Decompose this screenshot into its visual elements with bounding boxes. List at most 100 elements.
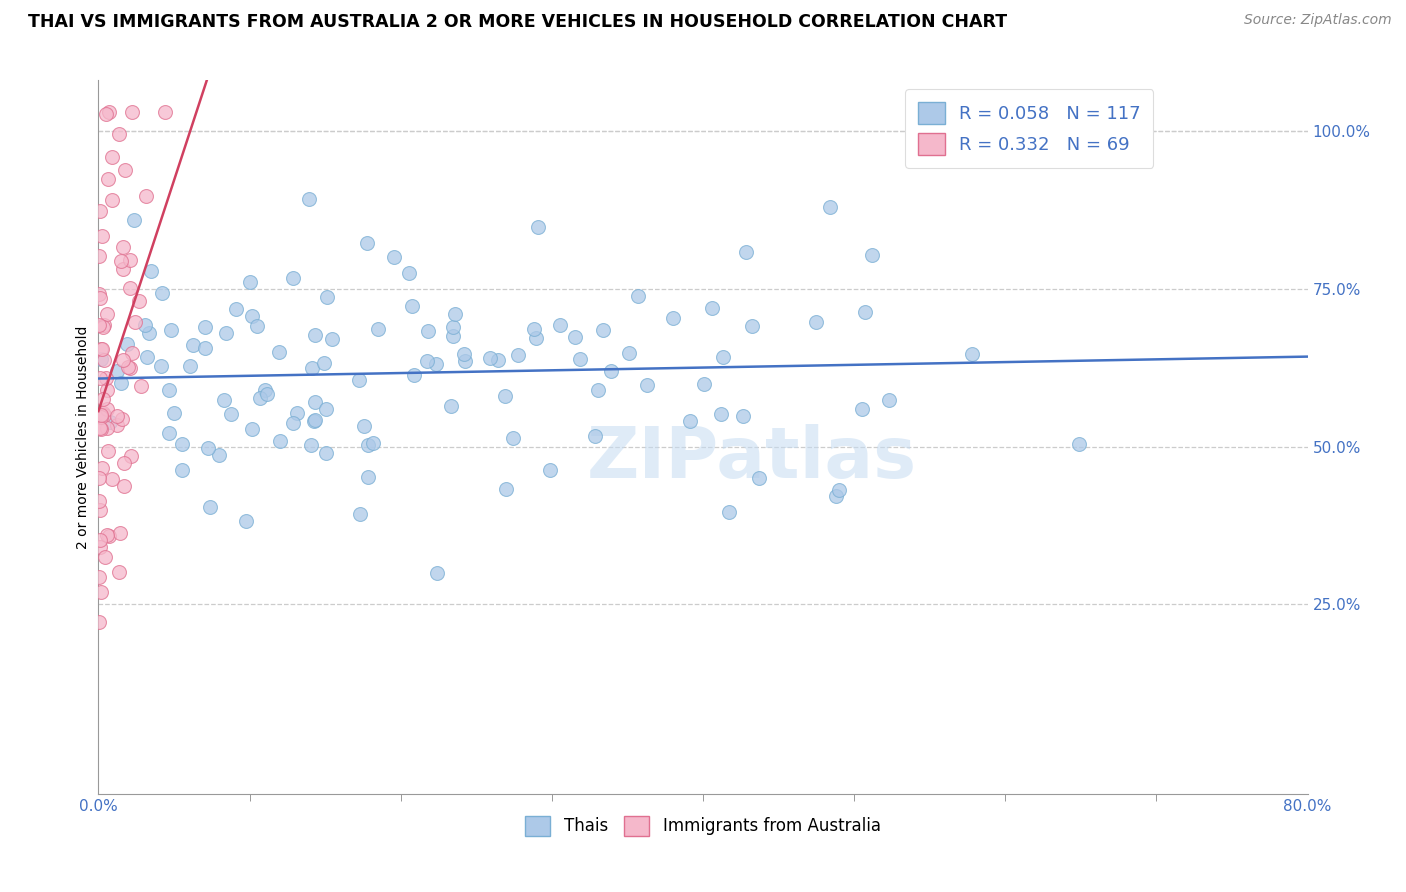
Point: [550, 318, 572, 332]
Point: [245, 318, 267, 333]
Point: [96, 307, 118, 321]
Point: [679, 413, 702, 427]
Point: [702, 301, 724, 316]
Point: [818, 200, 841, 214]
Point: [97, 172, 120, 186]
Point: [363, 436, 385, 450]
Point: [353, 419, 375, 434]
Point: [502, 431, 524, 445]
Point: [879, 392, 901, 407]
Point: [157, 426, 180, 441]
Point: [583, 429, 606, 443]
Point: [87, 249, 110, 263]
Point: [107, 363, 129, 377]
Point: [281, 270, 304, 285]
Point: [256, 387, 278, 401]
Point: [112, 240, 135, 254]
Point: [90, 342, 112, 356]
Point: [89, 533, 111, 548]
Point: [592, 323, 614, 337]
Point: [522, 321, 544, 335]
Point: [198, 500, 221, 515]
Point: [110, 254, 132, 268]
Point: [586, 383, 609, 397]
Point: [627, 289, 650, 303]
Point: [91, 229, 114, 244]
Point: [239, 275, 262, 289]
Point: [356, 235, 378, 250]
Point: [89, 503, 111, 517]
Point: [87, 286, 110, 301]
Point: [287, 406, 309, 420]
Point: [97, 444, 120, 458]
Point: [495, 482, 517, 496]
Point: [107, 127, 129, 141]
Point: [157, 383, 180, 397]
Point: [128, 293, 150, 308]
Point: [240, 310, 263, 324]
Point: [98, 416, 121, 430]
Point: [120, 449, 142, 463]
Point: [538, 462, 561, 476]
Point: [661, 311, 683, 326]
Point: [415, 354, 437, 368]
Point: [693, 376, 716, 391]
Point: [172, 437, 194, 451]
Point: [89, 204, 111, 219]
Point: [347, 373, 370, 387]
Point: [710, 408, 733, 422]
Point: [179, 359, 201, 373]
Point: [235, 515, 257, 529]
Point: [636, 377, 658, 392]
Point: [249, 391, 271, 405]
Point: [89, 419, 111, 434]
Point: [98, 529, 121, 543]
Point: [89, 540, 111, 554]
Point: [304, 395, 326, 409]
Point: [89, 570, 111, 584]
Point: [93, 408, 115, 422]
Point: [269, 434, 291, 448]
Point: [89, 493, 111, 508]
Point: [315, 401, 337, 416]
Point: [91, 406, 114, 420]
Point: [91, 392, 114, 407]
Point: [96, 402, 118, 417]
Point: [215, 326, 238, 341]
Point: [112, 479, 135, 493]
Point: [214, 392, 236, 407]
Point: [564, 330, 586, 344]
Point: [733, 409, 755, 424]
Point: [508, 348, 530, 362]
Point: [122, 212, 145, 227]
Point: [107, 565, 129, 579]
Point: [89, 371, 111, 385]
Point: [183, 338, 205, 352]
Point: [454, 353, 477, 368]
Point: [87, 318, 110, 332]
Point: [312, 356, 335, 370]
Point: [960, 347, 983, 361]
Point: [478, 351, 501, 365]
Point: [219, 407, 242, 421]
Point: [90, 352, 112, 367]
Point: [120, 361, 142, 376]
Point: [283, 416, 305, 430]
Point: [524, 331, 547, 345]
Point: [316, 290, 339, 304]
Point: [105, 409, 128, 423]
Point: [401, 299, 423, 313]
Point: [240, 422, 263, 436]
Point: [382, 250, 405, 264]
Point: [90, 585, 112, 599]
Point: [269, 345, 291, 359]
Point: [444, 307, 467, 321]
Point: [114, 162, 136, 177]
Point: [139, 264, 162, 278]
Point: [108, 526, 131, 541]
Point: [110, 376, 132, 390]
Point: [89, 421, 111, 435]
Point: [120, 252, 142, 267]
Point: [441, 320, 464, 334]
Point: [569, 352, 592, 367]
